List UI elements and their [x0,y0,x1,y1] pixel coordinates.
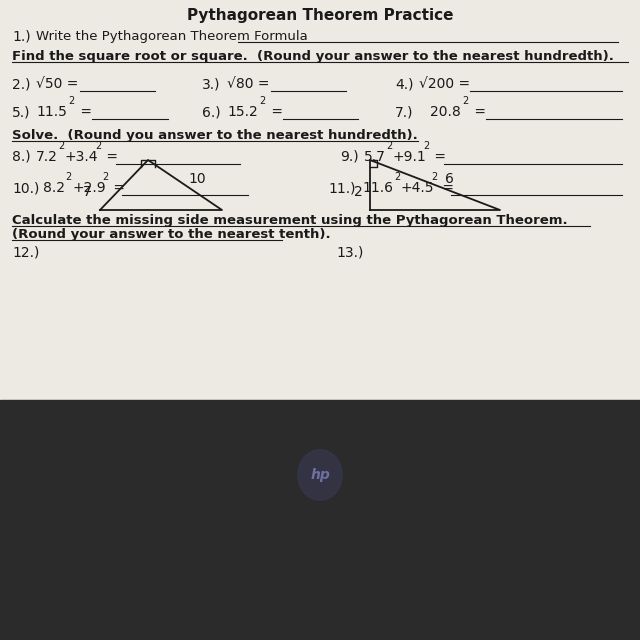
Text: 1.): 1.) [12,30,31,44]
Text: 2: 2 [394,172,400,182]
Text: =: = [438,181,454,195]
Text: =: = [430,150,446,164]
Text: 20.8: 20.8 [430,105,461,119]
Text: 2: 2 [65,172,71,182]
Text: 4.): 4.) [395,77,413,91]
Text: 6: 6 [445,172,454,186]
Text: 11.6: 11.6 [362,181,393,195]
Text: 8.2: 8.2 [43,181,65,195]
Text: hp: hp [310,468,330,482]
Text: +9.1: +9.1 [393,150,427,164]
Text: 11.5: 11.5 [36,105,67,119]
Text: 2: 2 [431,172,437,182]
Polygon shape [298,450,342,500]
Text: Solve.  (Round you answer to the nearest hundredth).: Solve. (Round you answer to the nearest … [12,129,418,142]
Text: =: = [470,105,486,119]
Text: 12.): 12.) [12,245,40,259]
Text: 2: 2 [259,96,265,106]
Text: 6.): 6.) [202,105,221,119]
Text: 8.): 8.) [12,150,31,164]
Text: 2: 2 [68,96,74,106]
Text: +3.4: +3.4 [65,150,99,164]
Text: 5.): 5.) [12,105,31,119]
Text: 2: 2 [423,141,429,151]
Text: 7: 7 [83,185,92,199]
Text: 2: 2 [354,185,363,199]
Text: +4.5: +4.5 [401,181,435,195]
Text: 2: 2 [386,141,392,151]
Text: =: = [102,150,118,164]
Text: Write the Pythagorean Theorem Formula: Write the Pythagorean Theorem Formula [36,30,308,43]
Text: Pythagorean Theorem Practice: Pythagorean Theorem Practice [187,8,453,23]
Text: 10: 10 [188,172,205,186]
Text: 3.): 3.) [202,77,221,91]
Text: +2.9: +2.9 [72,181,106,195]
Text: (Round your answer to the nearest tenth).: (Round your answer to the nearest tenth)… [12,228,331,241]
Bar [0,0,640,400]
Text: Calculate the missing side measurement using the Pythagorean Theorem.: Calculate the missing side measurement u… [12,214,568,227]
Text: =: = [267,105,283,119]
Text: 13.): 13.) [336,245,364,259]
Text: =: = [76,105,92,119]
Text: √200 =: √200 = [419,77,470,91]
Text: Find the square root or square.  (Round your answer to the nearest hundredth).: Find the square root or square. (Round y… [12,50,614,63]
Text: 2: 2 [95,141,101,151]
Text: √50 =: √50 = [36,77,78,91]
Text: 2: 2 [58,141,64,151]
Text: 10.): 10.) [12,181,40,195]
Bar [0,400,640,640]
Text: 7.2: 7.2 [36,150,58,164]
Text: 2.): 2.) [12,77,31,91]
Text: =: = [109,181,125,195]
Text: 15.2: 15.2 [227,105,258,119]
Text: 7.): 7.) [395,105,413,119]
Text: 2: 2 [102,172,108,182]
Text: √80 =: √80 = [227,77,269,91]
Text: 9.): 9.) [340,150,358,164]
Text: 5.7: 5.7 [364,150,386,164]
Text: 11.): 11.) [328,181,355,195]
Text: 2: 2 [462,96,468,106]
